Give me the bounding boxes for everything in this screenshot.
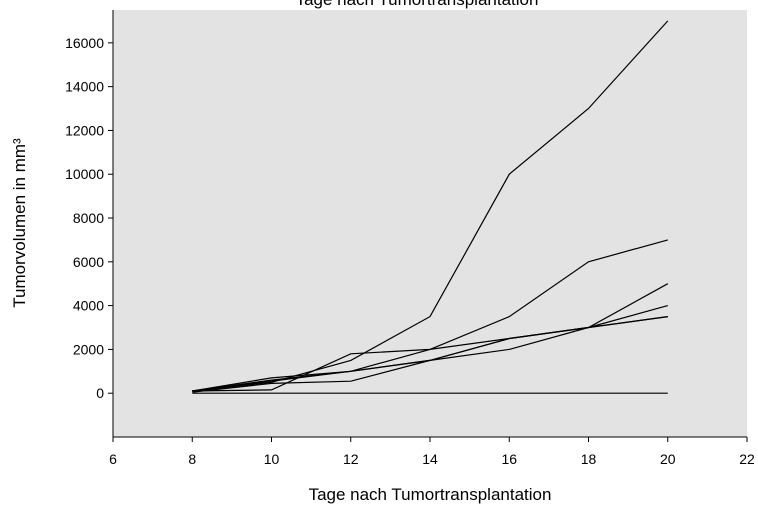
y-ticks: 0 2000 4000 6000 8000 10000 12000 14000 16000 [65,35,113,401]
series-line-6 [192,316,668,392]
y-tick-label: 10000 [65,166,104,182]
y-tick-label: 16000 [65,35,104,51]
y-tick-label: 0 [96,385,104,401]
series-line-1 [192,20,669,392]
chart-title: Tage nach Tumortransplantation [296,0,539,9]
y-tick-label: 2000 [73,341,104,357]
x-tick-label: 16 [501,451,517,467]
x-tick-label: 10 [264,451,280,467]
x-tick-label: 20 [660,451,676,467]
plot-area [113,10,747,437]
x-ticks: 6 8 10 12 14 16 18 20 22 [109,437,755,467]
x-tick-label: 14 [422,451,438,467]
series-layer [192,20,669,394]
y-axis-label: Tumorvolumen in mm³ [10,138,29,308]
x-tick-label: 8 [188,451,196,467]
y-tick-label: 8000 [73,210,104,226]
y-tick-label: 14000 [65,79,104,95]
x-axis-label: Tage nach Tumortransplantation [309,485,552,504]
x-tick-label: 6 [109,451,117,467]
y-tick-label: 6000 [73,254,104,270]
y-tick-label: 4000 [73,298,104,314]
y-tick-label: 12000 [65,122,104,138]
x-tick-label: 12 [343,451,359,467]
x-tick-label: 22 [739,451,755,467]
x-tick-label: 18 [581,451,597,467]
